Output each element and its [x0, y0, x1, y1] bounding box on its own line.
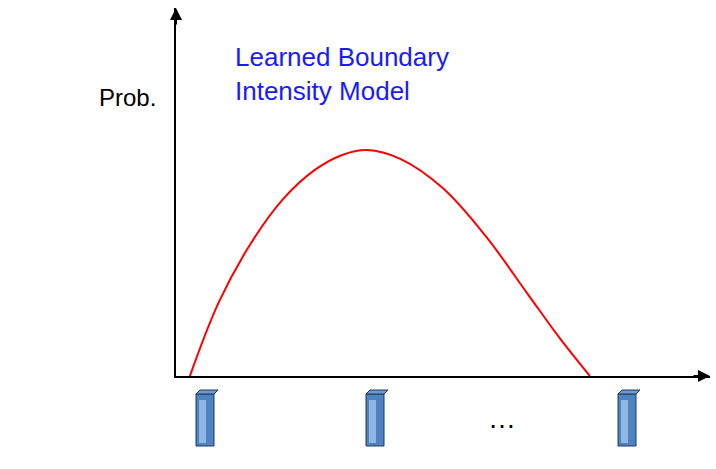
svg-text:Learned BoundaryIntensity Mode: Learned BoundaryIntensity Model	[235, 42, 449, 106]
svg-text:Prob.: Prob.	[99, 84, 156, 111]
svg-text:…: …	[488, 403, 516, 434]
